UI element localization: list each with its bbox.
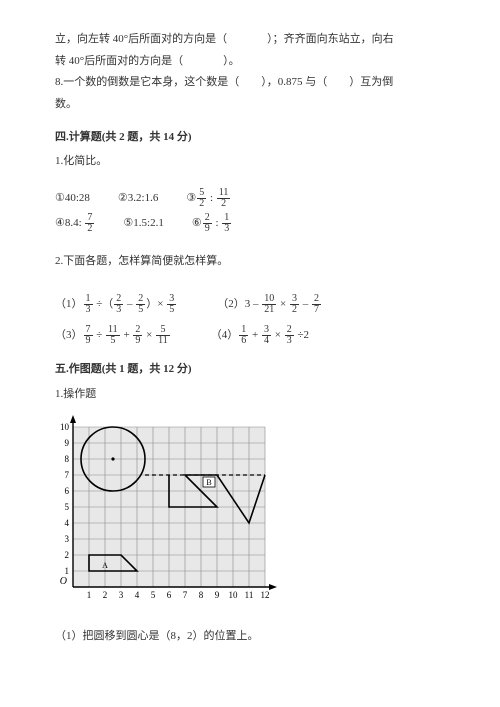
item-5: ⑤1.5:2.1 <box>123 214 163 233</box>
q8-text-1: 8.一个数的倒数是它本身，这个数是（ <box>55 76 239 88</box>
svg-text:5: 5 <box>151 590 156 600</box>
t: ÷2 <box>295 329 309 341</box>
grid-chart: 10987654321123456789101112OBA <box>55 409 285 609</box>
svg-text:1: 1 <box>87 590 92 600</box>
simplify-row-1: ①40:28 ②3.2:1.6 ③52 : 112 <box>55 188 445 209</box>
q7-text-1: 立，向左转 40°后所面对的方向是（ <box>55 33 227 45</box>
svg-text:8: 8 <box>199 590 204 600</box>
q7-text-4: ）。 <box>223 55 240 67</box>
frac: 72 <box>85 213 94 234</box>
sec5-q1: 1.操作题 <box>55 385 445 404</box>
t: （1） <box>55 298 83 310</box>
item-1: ①40:28 <box>55 189 90 208</box>
sec5-sub1: （1）把圆移到圆心是（8，2）的位置上。 <box>55 627 445 646</box>
svg-text:12: 12 <box>261 590 270 600</box>
t: × <box>143 329 155 341</box>
sec4-q2: 2.下面各题，怎样算简便就怎样算。 <box>55 252 445 271</box>
t: × <box>272 329 284 341</box>
t: ）× <box>146 298 166 310</box>
section-5-title: 五.作图题(共 1 题，共 12 分) <box>55 360 445 379</box>
q8-text-2: ），0.875 与（ <box>261 76 327 88</box>
svg-text:4: 4 <box>135 590 140 600</box>
svg-text:2: 2 <box>103 590 108 600</box>
sec4-q1: 1.化简比。 <box>55 152 445 171</box>
svg-text:7: 7 <box>183 590 188 600</box>
page: 立，向左转 40°后所面对的方向是（ ）；齐齐面向东站立，向右 转 40°后所面对… <box>0 0 500 679</box>
frac: 112 <box>217 188 231 209</box>
calc-row-2: （3）79 ÷ 115 + 29 × 511 （4）16 + 34 × 23 ÷… <box>55 325 445 346</box>
q8-line2: 数。 <box>55 95 445 114</box>
item3-prefix: ③ <box>186 192 196 204</box>
q8-line1: 8.一个数的倒数是它本身，这个数是（ ），0.875 与（ ）互为倒 <box>55 73 445 92</box>
svg-text:A: A <box>102 561 108 570</box>
section-4-title: 四.计算题(共 2 题，共 14 分) <box>55 128 445 147</box>
colon: : <box>213 217 222 229</box>
svg-text:3: 3 <box>65 534 70 544</box>
t: – <box>124 298 135 310</box>
frac: 29 <box>203 213 212 234</box>
q7-text-2: ）；齐齐面向东站立，向右 <box>267 33 394 45</box>
svg-text:6: 6 <box>65 486 70 496</box>
item-3: ③52 : 112 <box>186 188 231 209</box>
frac: 52 <box>197 188 206 209</box>
item4-prefix: ④8.4: <box>55 217 84 229</box>
q8-text-4: 数。 <box>55 98 77 110</box>
svg-text:5: 5 <box>65 502 70 512</box>
svg-text:10: 10 <box>229 590 239 600</box>
calc-row-1: （1）13 ÷（23 – 25）× 35 （2）3 – 1021 × 32 – … <box>55 294 445 315</box>
item-6: ⑥29 : 13 <box>192 213 232 234</box>
item-4: ④8.4: 72 <box>55 213 95 234</box>
svg-text:1: 1 <box>65 566 70 576</box>
simplify-row-2: ④8.4: 72 ⑤1.5:2.1 ⑥29 : 13 <box>55 213 445 234</box>
svg-text:8: 8 <box>65 454 70 464</box>
svg-text:O: O <box>60 576 67 587</box>
svg-text:4: 4 <box>65 518 70 528</box>
t: ÷（ <box>94 298 114 310</box>
svg-text:6: 6 <box>167 590 172 600</box>
t: + <box>121 329 133 341</box>
q7-text-3: 转 40°后所面对的方向是（ <box>55 55 183 67</box>
colon: : <box>207 192 216 204</box>
calc-2: （2）3 – 1021 × 32 – 27 <box>217 294 322 315</box>
svg-text:B: B <box>206 478 211 487</box>
t: ÷ <box>94 329 106 341</box>
calc-1: （1）13 ÷（23 – 25）× 35 <box>55 294 177 315</box>
svg-text:9: 9 <box>65 438 70 448</box>
t: + <box>249 329 261 341</box>
q7-line1: 立，向左转 40°后所面对的方向是（ ）；齐齐面向东站立，向右 <box>55 30 445 49</box>
item-2: ②3.2:1.6 <box>118 189 158 208</box>
svg-text:2: 2 <box>65 550 70 560</box>
t: （4） <box>211 329 239 341</box>
t: （2）3 – <box>217 298 261 310</box>
q8-text-3: ）互为倒 <box>349 76 393 88</box>
svg-text:11: 11 <box>245 590 254 600</box>
svg-text:10: 10 <box>60 422 70 432</box>
q7-line2: 转 40°后所面对的方向是（ ）。 <box>55 52 445 71</box>
svg-text:9: 9 <box>215 590 220 600</box>
t: （3） <box>55 329 83 341</box>
t: × <box>277 298 289 310</box>
svg-text:3: 3 <box>119 590 124 600</box>
item6-prefix: ⑥ <box>192 217 202 229</box>
calc-3: （3）79 ÷ 115 + 29 × 511 <box>55 325 171 346</box>
calc-4: （4）16 + 34 × 23 ÷2 <box>211 325 309 346</box>
t: – <box>300 298 311 310</box>
svg-text:7: 7 <box>65 470 70 480</box>
frac: 13 <box>222 213 231 234</box>
